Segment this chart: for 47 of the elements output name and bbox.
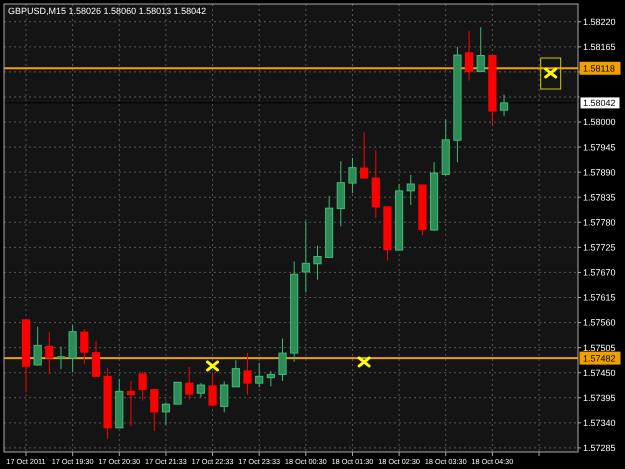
- candlestick: [196, 382, 206, 398]
- y-tick-label: 1.57725: [583, 242, 616, 253]
- y-tick-label: 1.57890: [583, 167, 616, 178]
- candlestick: [208, 372, 217, 407]
- y-tick-label: 1.57560: [583, 318, 616, 328]
- candlestick: [80, 328, 88, 365]
- candlestick: [126, 380, 136, 427]
- candlestick: [266, 370, 275, 387]
- candlestick: [464, 30, 474, 82]
- candlestick: [500, 94, 508, 117]
- y-tick-label: 1.57780: [583, 217, 616, 228]
- y-tick-label: 1.57670: [583, 268, 616, 278]
- y-tick-label: 1.58220: [583, 16, 616, 27]
- candlestick: [302, 220, 310, 293]
- candlestick: [56, 346, 66, 370]
- candlestick: [150, 389, 158, 432]
- y-tick-label: 1.58000: [583, 117, 616, 128]
- y-tick-label: 1.57450: [583, 368, 616, 378]
- y-tick-label: 1.58165: [583, 42, 616, 52]
- y-tick-label: 1.57285: [583, 443, 616, 454]
- y-tick-label: 1.57615: [583, 292, 616, 303]
- y-tick-label: 1.57945: [583, 142, 616, 152]
- y-tick-label: 1.57340: [583, 418, 616, 428]
- candlestick: [360, 132, 368, 179]
- candlestick: [220, 380, 228, 413]
- candlestick: [34, 326, 42, 366]
- candlestick: [45, 332, 54, 375]
- candlestick: [406, 174, 415, 206]
- candlestick: [185, 366, 194, 400]
- candlestick: [92, 340, 100, 377]
- candlestick: [313, 245, 322, 280]
- candlestick: [243, 352, 252, 396]
- candlestick: [255, 362, 264, 388]
- candlestick: [232, 360, 240, 388]
- y-tick-label: 1.57395: [583, 392, 616, 403]
- chart-title: GBPUSD,M15 1.58026 1.58060 1.58013 1.58042: [8, 6, 206, 16]
- candlestick: [348, 158, 357, 194]
- candlestick: [173, 382, 182, 405]
- candlestick: [162, 402, 170, 426]
- y-tick-label: 1.57505: [583, 342, 616, 353]
- ref-line-label: 1.57482: [583, 353, 616, 364]
- candlestick: [138, 371, 147, 401]
- ref-line-label: 1.58042: [583, 98, 616, 108]
- candlestick: [278, 338, 287, 382]
- candlestick: [476, 26, 485, 72]
- ref-line-label: 1.58118: [583, 63, 615, 74]
- y-tick-label: 1.57835: [583, 192, 616, 202]
